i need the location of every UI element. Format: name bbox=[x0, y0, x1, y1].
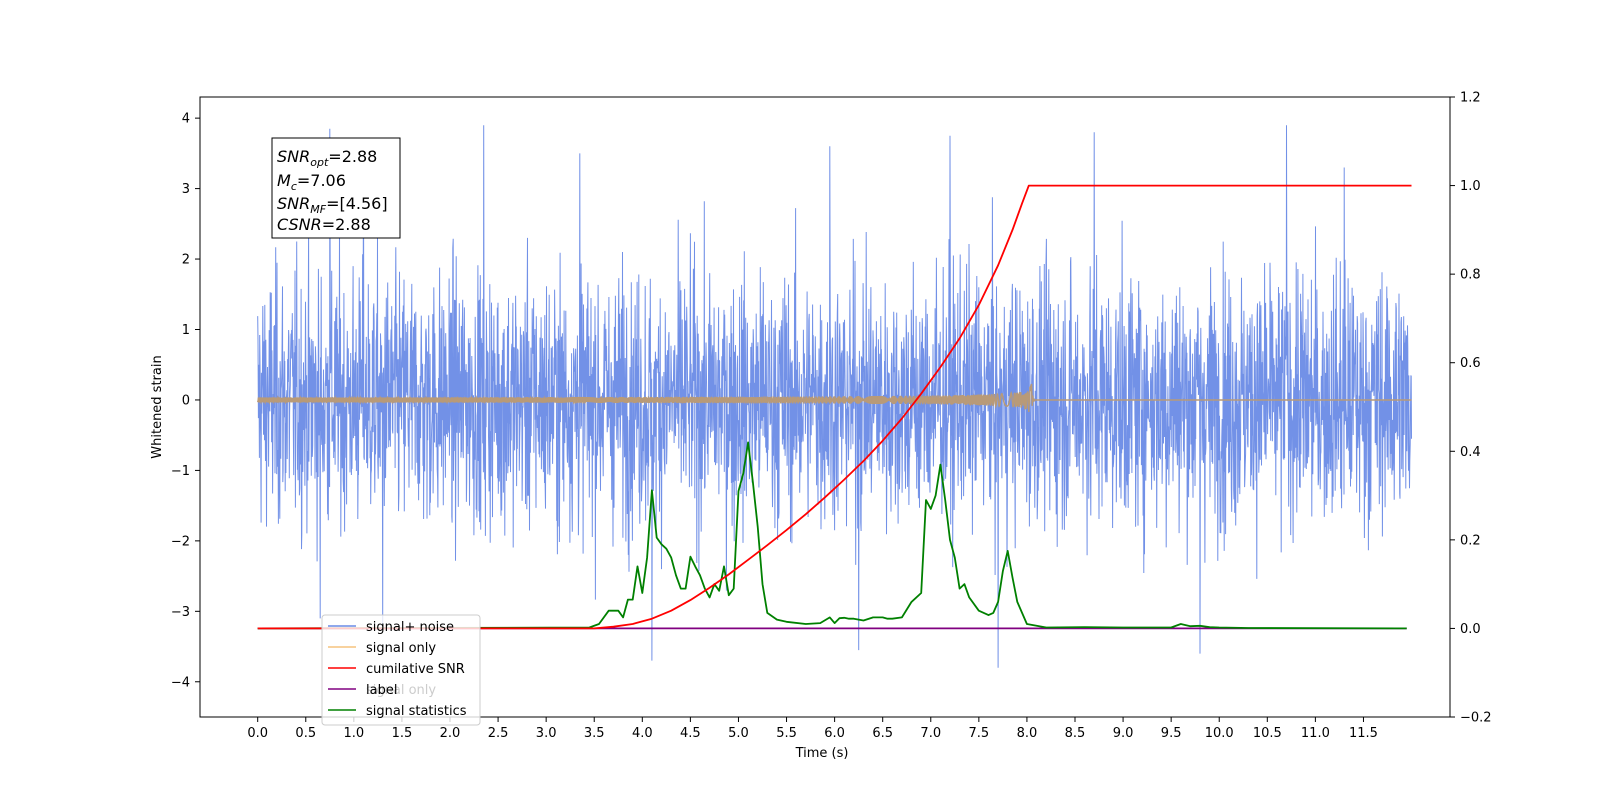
info-snr-mf-value: [4.56] bbox=[339, 194, 387, 213]
legend-item-statistics: signal statistics bbox=[328, 704, 467, 719]
y2-tick-label: −0.2 bbox=[1460, 711, 1492, 726]
x-tick-label: 7.0 bbox=[920, 726, 941, 741]
y2-tick-label: 0.4 bbox=[1460, 445, 1481, 460]
legend-item-noise: signal+ noise bbox=[328, 620, 454, 635]
info-csnr: CSNR=2.88 bbox=[277, 215, 371, 234]
y2-tick-label: 1.0 bbox=[1460, 179, 1481, 194]
x-tick-label: 3.0 bbox=[536, 726, 557, 741]
legend-label-signal: signal only bbox=[366, 641, 436, 656]
x-tick-label: 11.0 bbox=[1301, 726, 1330, 741]
info-snr-opt: SNRopt=2.88 bbox=[277, 147, 377, 169]
y-tick-label: −4 bbox=[171, 675, 190, 690]
x-tick-label: 1.5 bbox=[392, 726, 413, 741]
y2-tick-label: 0.2 bbox=[1460, 533, 1481, 548]
x-tick-label: 10.0 bbox=[1205, 726, 1234, 741]
series-cumulative-snr bbox=[257, 184, 1412, 630]
x-tick-label: 5.0 bbox=[728, 726, 749, 741]
y2-tick-label: 0.8 bbox=[1460, 268, 1481, 283]
x-tick-label: 6.0 bbox=[824, 726, 845, 741]
x-tick-label: 5.5 bbox=[776, 726, 797, 741]
y-tick-label: −3 bbox=[171, 605, 190, 620]
legend: signal+ noise signal only cumilative SNR… bbox=[321, 614, 481, 726]
x-tick-label: 10.5 bbox=[1253, 726, 1282, 741]
y-tick-label: 1 bbox=[182, 323, 190, 338]
info-mc-value: 7.06 bbox=[310, 171, 346, 190]
x-tick-label: 8.0 bbox=[1017, 726, 1038, 741]
series-signal-statistics bbox=[257, 441, 1407, 630]
legend-frame bbox=[321, 614, 481, 726]
y-tick-label: 3 bbox=[182, 182, 190, 197]
y-tick-label: −2 bbox=[171, 534, 190, 549]
x-tick-label: 1.0 bbox=[344, 726, 365, 741]
x-axis-ticks: 0.0 0.5 1.0 1.5 2.0 2.5 3.0 3.5 4.0 4.5 5.0 5.5 6.0 6… bbox=[247, 717, 1378, 741]
y-axis-label: Whitened strain bbox=[150, 355, 165, 458]
legend-item-signal: signal only bbox=[328, 641, 436, 656]
x-tick-label: 2.0 bbox=[440, 726, 461, 741]
legend-ghost-text: signal only bbox=[366, 683, 436, 698]
y-axis-ticks: 4 3 2 1 0 −1 −2 −3 −4 bbox=[171, 112, 200, 690]
legend-label-noise: signal+ noise bbox=[366, 620, 454, 635]
x-tick-label: 9.5 bbox=[1161, 726, 1182, 741]
y-tick-label: 2 bbox=[182, 253, 190, 268]
y2-tick-label: 0.0 bbox=[1460, 622, 1481, 637]
info-box: SNRopt=2.88 Mc=7.06 SNRMF=[4.56] CSNR=2.… bbox=[271, 137, 401, 239]
x-tick-label: 0.5 bbox=[295, 726, 316, 741]
x-tick-label: 9.0 bbox=[1113, 726, 1134, 741]
y-tick-label: 4 bbox=[182, 112, 190, 127]
legend-item-label: label bbox=[328, 683, 397, 698]
series-signal-only bbox=[256, 383, 1412, 413]
legend-label-cumulative-snr: cumilative SNR bbox=[366, 662, 465, 677]
info-csnr-value: 2.88 bbox=[335, 215, 371, 234]
y2-axis-ticks: 1.2 1.0 0.8 0.6 0.4 0.2 0.0 −0.2 bbox=[1450, 91, 1492, 726]
info-box-frame bbox=[271, 137, 401, 239]
x-tick-label: 6.5 bbox=[872, 726, 893, 741]
x-tick-label: 4.0 bbox=[632, 726, 653, 741]
series-signal-noise bbox=[257, 125, 1412, 668]
x-tick-label: 3.5 bbox=[584, 726, 605, 741]
y2-tick-label: 0.6 bbox=[1460, 356, 1481, 371]
x-tick-label: 7.5 bbox=[969, 726, 990, 741]
plot-frame bbox=[199, 96, 1451, 718]
info-mc: Mc=7.06 bbox=[277, 171, 346, 193]
y-tick-label: 0 bbox=[182, 393, 190, 408]
info-snr-opt-value: 2.88 bbox=[342, 147, 378, 166]
x-tick-label: 11.5 bbox=[1349, 726, 1378, 741]
x-tick-label: 8.5 bbox=[1065, 726, 1086, 741]
x-tick-label: 2.5 bbox=[488, 726, 509, 741]
x-tick-label: 0.0 bbox=[247, 726, 268, 741]
x-axis-label: Time (s) bbox=[795, 746, 849, 761]
info-snr-mf: SNRMF=[4.56] bbox=[277, 194, 388, 216]
legend-label-statistics: signal statistics bbox=[366, 704, 467, 719]
legend-item-cumulative-snr: cumilative SNR bbox=[328, 662, 465, 677]
legend-label-label: label bbox=[366, 683, 397, 698]
x-tick-label: 4.5 bbox=[680, 726, 701, 741]
y2-tick-label: 1.2 bbox=[1460, 91, 1481, 106]
y-tick-label: −1 bbox=[171, 464, 190, 479]
